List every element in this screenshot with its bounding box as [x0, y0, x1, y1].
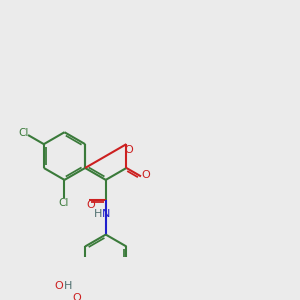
Text: Cl: Cl [58, 198, 68, 208]
Text: O: O [142, 170, 150, 180]
Text: O: O [125, 145, 134, 155]
Text: H: H [64, 281, 72, 291]
Text: H: H [94, 209, 102, 219]
Text: O: O [86, 200, 95, 210]
Text: O: O [54, 281, 63, 291]
Text: O: O [72, 293, 81, 300]
Text: Cl: Cl [19, 128, 29, 138]
Text: N: N [102, 209, 110, 219]
